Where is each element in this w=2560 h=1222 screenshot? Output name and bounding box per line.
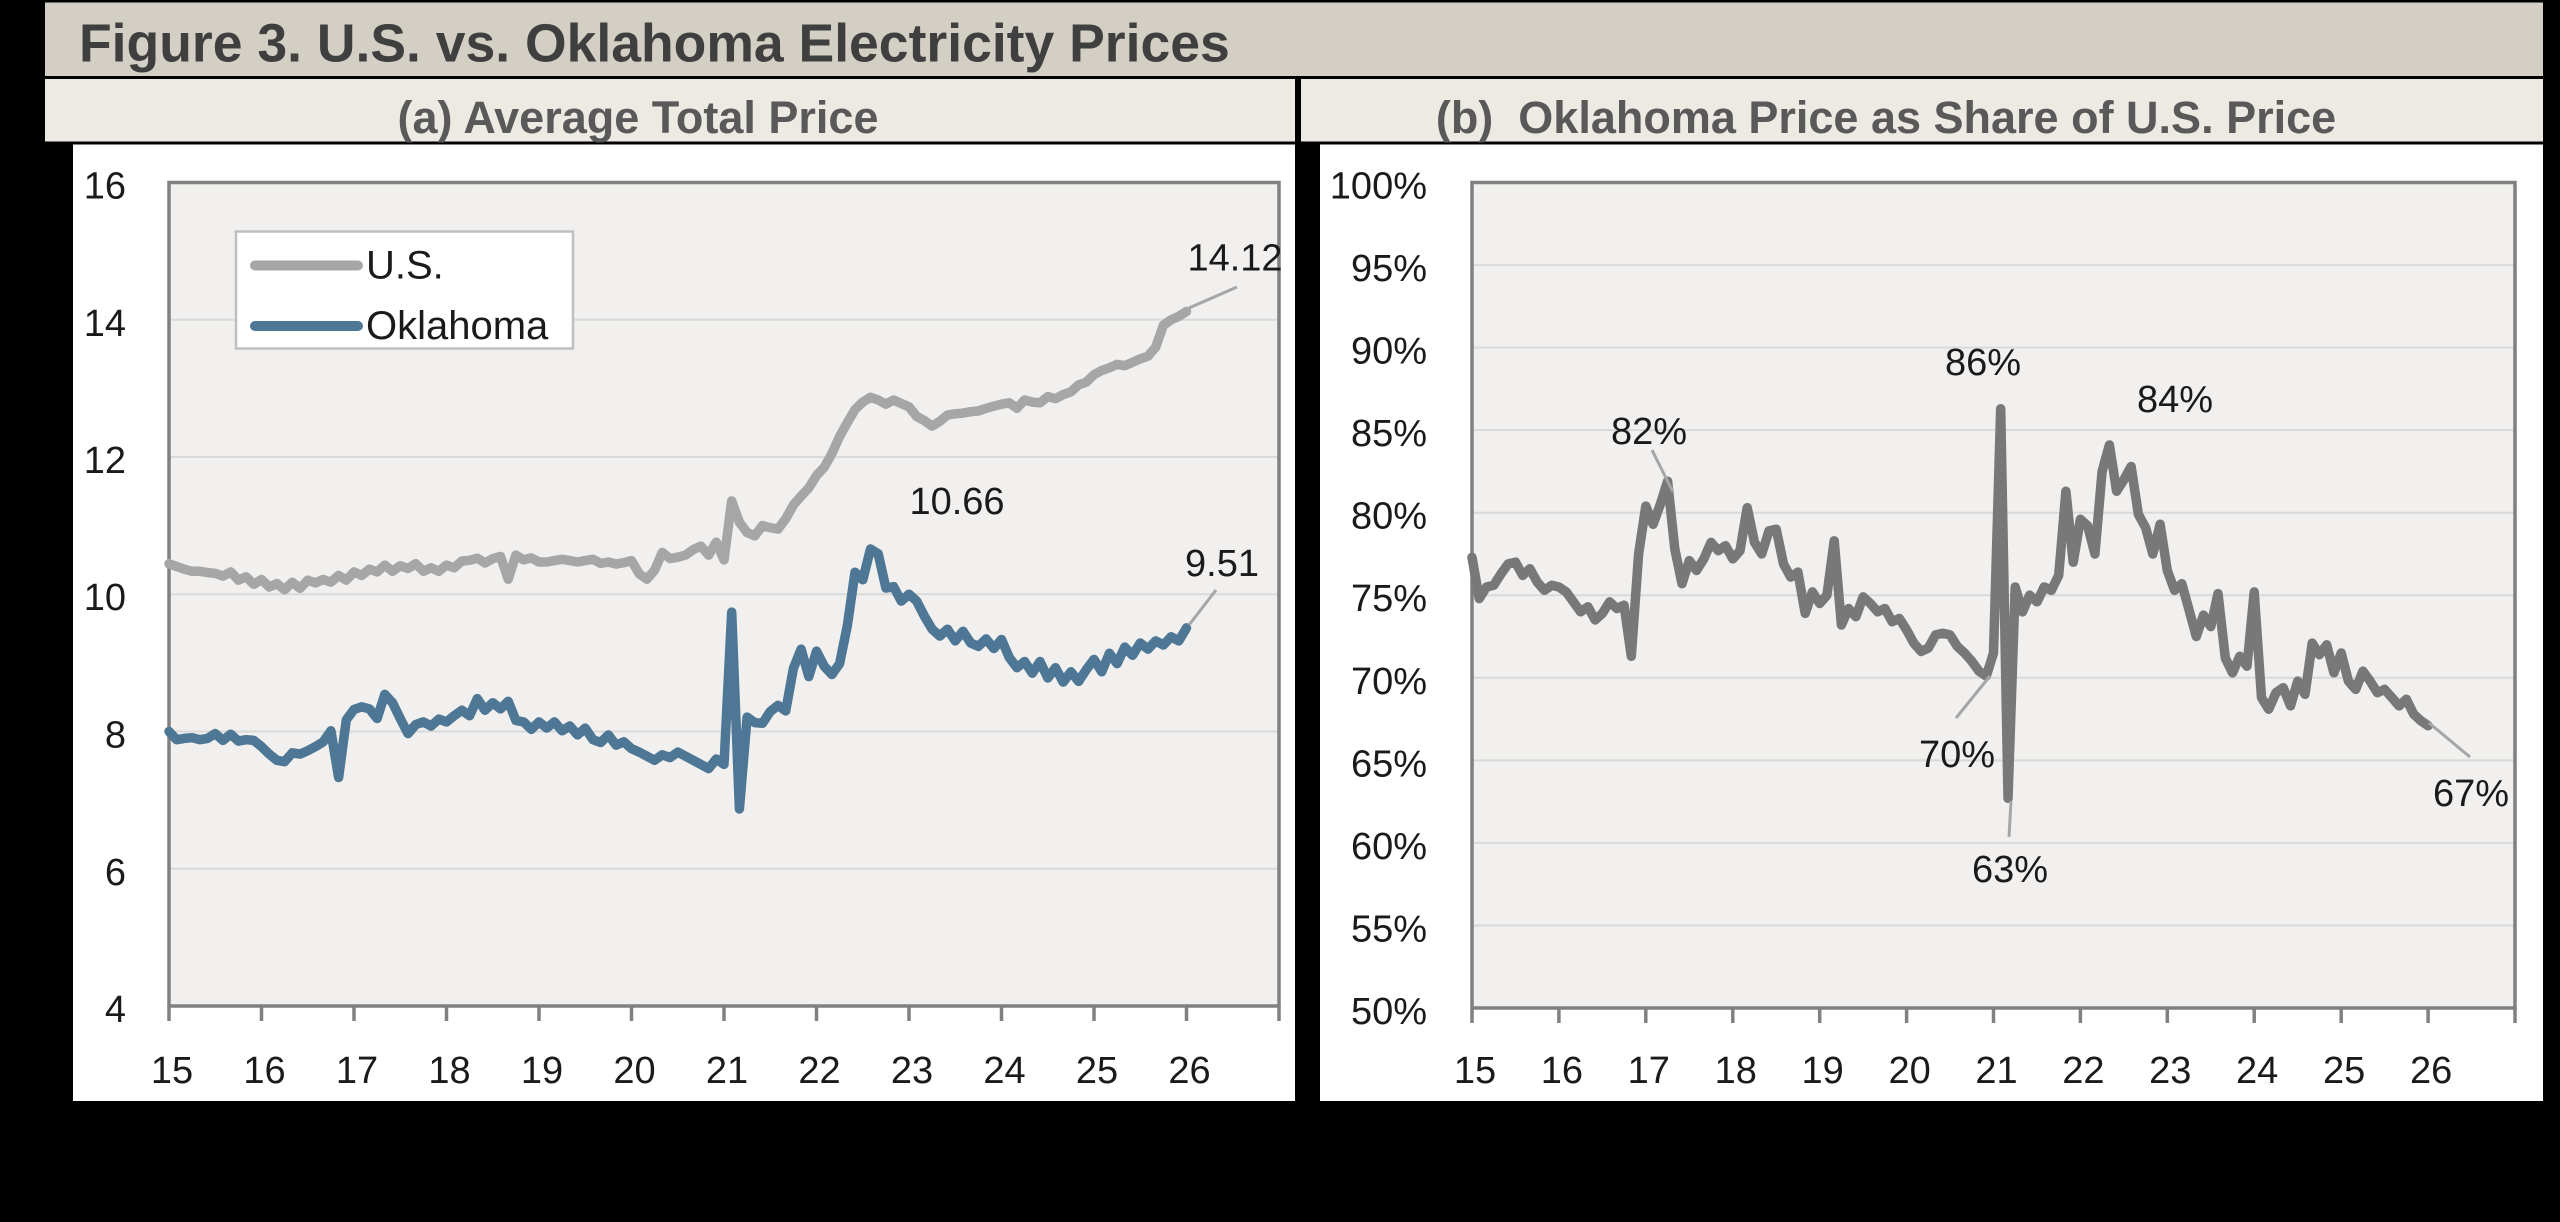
svg-text:24: 24 [983, 1050, 1025, 1092]
svg-text:82%: 82% [1611, 411, 1687, 453]
svg-text:26: 26 [2410, 1050, 2452, 1092]
svg-text:21: 21 [1975, 1050, 2017, 1092]
svg-text:70%: 70% [1351, 661, 1427, 703]
svg-text:18: 18 [1715, 1050, 1757, 1092]
svg-text:95%: 95% [1351, 248, 1427, 290]
svg-text:75%: 75% [1351, 578, 1427, 620]
svg-text:(a) Average Total Price: (a) Average Total Price [397, 92, 878, 143]
svg-text:15: 15 [1454, 1050, 1496, 1092]
svg-text:23: 23 [2149, 1050, 2191, 1092]
svg-text:20: 20 [1888, 1050, 1930, 1092]
svg-text:14: 14 [84, 303, 126, 345]
svg-text:63%: 63% [1972, 849, 2048, 891]
svg-text:22: 22 [798, 1050, 840, 1092]
svg-text:16: 16 [84, 166, 126, 208]
svg-text:21: 21 [706, 1050, 748, 1092]
svg-text:6: 6 [105, 852, 126, 894]
svg-text:19: 19 [521, 1050, 563, 1092]
svg-text:85%: 85% [1351, 413, 1427, 455]
svg-text:60%: 60% [1351, 826, 1427, 868]
svg-text:80%: 80% [1351, 496, 1427, 538]
svg-text:84%: 84% [2137, 379, 2213, 421]
svg-text:8: 8 [105, 715, 126, 757]
svg-text:10: 10 [84, 577, 126, 619]
svg-text:90%: 90% [1351, 331, 1427, 373]
svg-text:100%: 100% [1330, 166, 1427, 208]
svg-text:55%: 55% [1351, 909, 1427, 951]
svg-text:17: 17 [1628, 1050, 1670, 1092]
svg-text:16: 16 [243, 1050, 285, 1092]
svg-text:65%: 65% [1351, 743, 1427, 785]
svg-text:14.12: 14.12 [1187, 238, 1282, 280]
svg-text:15: 15 [151, 1050, 193, 1092]
svg-text:17: 17 [336, 1050, 378, 1092]
svg-text:4: 4 [105, 989, 126, 1031]
svg-text:U.S.: U.S. [366, 244, 444, 288]
svg-text:9.51: 9.51 [1185, 543, 1259, 585]
svg-text:Oklahoma: Oklahoma [366, 304, 549, 348]
svg-text:22: 22 [2062, 1050, 2104, 1092]
svg-text:23: 23 [891, 1050, 933, 1092]
svg-text:12: 12 [84, 440, 126, 482]
svg-text:Figure 3. U.S. vs. Oklahoma El: Figure 3. U.S. vs. Oklahoma Electricity … [79, 15, 1230, 74]
svg-text:67%: 67% [2433, 773, 2509, 815]
svg-text:26: 26 [1168, 1050, 1210, 1092]
svg-text:86%: 86% [1945, 342, 2021, 384]
svg-text:16: 16 [1541, 1050, 1583, 1092]
svg-text:20: 20 [613, 1050, 655, 1092]
svg-text:24: 24 [2236, 1050, 2278, 1092]
svg-text:25: 25 [2323, 1050, 2365, 1092]
svg-text:50%: 50% [1351, 991, 1427, 1033]
svg-text:(b) Oklahoma Price as Share o: (b) Oklahoma Price as Share of U.S. Pric… [1436, 92, 2336, 143]
svg-text:19: 19 [1802, 1050, 1844, 1092]
svg-text:10.66: 10.66 [909, 481, 1004, 523]
svg-text:25: 25 [1076, 1050, 1118, 1092]
svg-text:18: 18 [428, 1050, 470, 1092]
svg-text:70%: 70% [1919, 734, 1995, 776]
